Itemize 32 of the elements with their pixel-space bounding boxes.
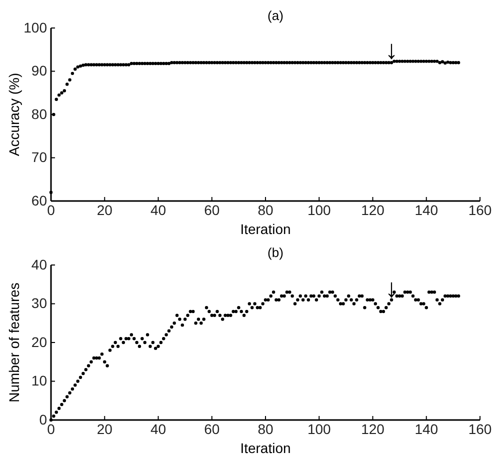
y-tick-label: 100	[24, 19, 48, 36]
x-tick-label: 100	[307, 202, 332, 218]
x-tick-label: 160	[468, 202, 492, 218]
x-tick-label: 80	[258, 420, 274, 437]
y-tick-label: 30	[31, 295, 48, 312]
x-tick-label: 40	[150, 420, 166, 437]
y-axis-title: Accuracy (%)	[6, 72, 22, 156]
y-tick-label: 20	[31, 334, 48, 350]
x-axis-title: Iteration	[240, 440, 291, 456]
x-tick-label: 120	[361, 202, 385, 218]
y-tick-label: 10	[31, 372, 48, 389]
y-tick-label: 40	[31, 256, 48, 272]
y-axis-title: Number of features	[6, 282, 22, 402]
x-tick-label: 100	[307, 420, 332, 437]
x-tick-label: 160	[468, 420, 492, 437]
annotation: ↓	[385, 272, 398, 303]
x-axis-title: Iteration	[240, 221, 291, 237]
x-tick-label: 20	[96, 420, 113, 437]
chart-title: (b)	[268, 245, 284, 260]
x-tick-label: 20	[96, 202, 113, 218]
x-tick-label: 60	[204, 420, 220, 437]
chart-title: (a)	[268, 8, 284, 23]
annotation: ↓	[385, 34, 398, 64]
x-tick-label: 120	[361, 420, 385, 437]
x-tick-label: 80	[258, 202, 274, 218]
x-tick-label: 140	[414, 202, 438, 218]
x-tick-label: 60	[204, 202, 220, 218]
y-tick-label: 70	[31, 149, 48, 166]
y-tick-label: 80	[31, 106, 48, 122]
x-tick-label: 40	[150, 202, 166, 218]
y-tick-label: 90	[31, 62, 48, 79]
x-tick-label: 140	[414, 420, 438, 437]
